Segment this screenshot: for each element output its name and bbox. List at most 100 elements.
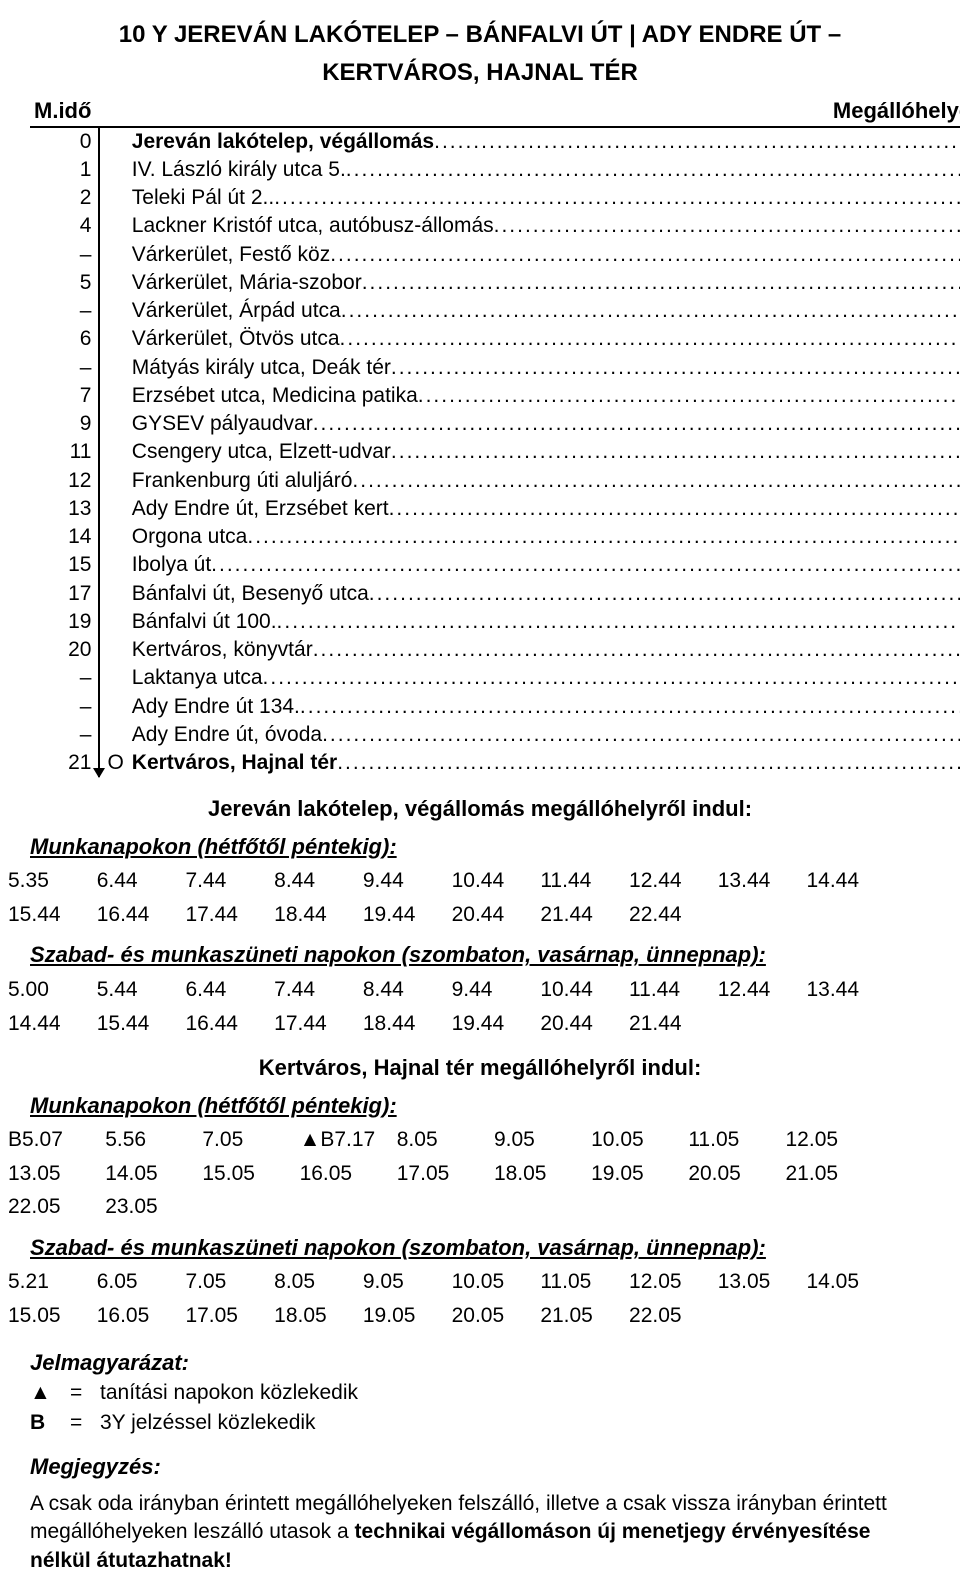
departure-time: 17.05 [397,1157,490,1191]
stop-mark-left [103,636,127,664]
route-line-down [95,325,103,353]
leader-dots [322,722,960,748]
departure-time: 9.05 [363,1265,448,1299]
stop-name-cell: Várkerület, Ötvös utca [128,325,960,353]
route-line-down [95,354,103,382]
sched1-weekend-times: 5.005.446.447.448.449.4410.4411.4412.441… [8,973,940,1040]
route-line-down [95,693,103,721]
departure-time: 7.05 [202,1123,295,1157]
departure-time: 19.05 [591,1157,684,1191]
stop-row: 17Bánfalvi út, Besenyő utca– [30,580,960,608]
departure-time: 22.05 [8,1190,101,1224]
departure-time: 14.05 [806,1265,891,1299]
departure-time: 14.05 [105,1157,198,1191]
stop-row: –Várkerület, Festő köz17 [30,241,960,269]
stop-name-cell: Teleki Pál út 2.. [128,184,960,212]
departure-time: B5.07 [8,1123,101,1157]
stop-name: Ady Endre út 134. [132,694,300,720]
departure-time: 21.05 [540,1299,625,1333]
stop-row: 15Ibolya út6 [30,551,960,579]
stop-time-left: – [30,354,95,382]
stop-name-cell: Várkerület, Festő köz [128,241,960,269]
stop-row: 5Várkerület, Mária-szobor– [30,269,960,297]
route-line-down [95,580,103,608]
leader-dots [330,242,960,268]
route-line-down [95,749,103,777]
stop-row: 11Csengery utca, Elzett-udvar10 [30,438,960,466]
sched2-label-weekend: Szabad- és munkaszüneti napokon (szombat… [30,1234,930,1262]
route-line-down [95,721,103,749]
route-line-down [95,212,103,240]
route-line-down [95,664,103,692]
departure-time: 19.44 [363,898,448,932]
stop-name-cell: Várkerület, Mária-szobor [128,269,960,297]
stop-name: Ibolya út [132,552,211,578]
stop-row: 9GYSEV pályaudvar11 [30,410,960,438]
stop-mark-left [103,693,127,721]
leader-dots [247,524,960,550]
stop-time-left: 15 [30,551,95,579]
departure-time: 22.44 [629,898,714,932]
route-line-down [95,636,103,664]
departure-time: 14.44 [8,1007,93,1041]
stop-mark-left [103,127,127,156]
leader-dots [494,213,960,239]
route-line-down [95,127,103,156]
stop-name-cell: Kertváros, könyvtár [128,636,960,664]
leader-dots [341,298,960,324]
stop-name-cell: Frankenburg úti aluljáró [128,467,960,495]
section2-title: Kertváros, Hajnal tér megállóhelyről ind… [30,1054,930,1082]
legend-title: Jelmagyarázat: [30,1349,930,1377]
route-line-down [95,523,103,551]
departure-time: 9.44 [363,864,448,898]
stop-time-left: – [30,664,95,692]
stop-name-cell: Mátyás király utca, Deák tér [128,354,960,382]
legend-text: 3Y jelzéssel közlekedik [100,1410,316,1436]
stop-time-left: – [30,241,95,269]
stop-mark-left [103,325,127,353]
leader-dots [391,355,960,381]
stop-name: Várkerület, Árpád utca [132,298,341,324]
stop-row: 13Ady Endre út, Erzsébet kert8 [30,495,960,523]
stop-row: 7Erzsébet utca, Medicina patika– [30,382,960,410]
stop-time-left: 7 [30,382,95,410]
stop-name-cell: Erzsébet utca, Medicina patika [128,382,960,410]
departure-time: 9.44 [452,973,537,1007]
departure-time: 5.21 [8,1265,93,1299]
stop-name: Ady Endre út, Erzsébet kert [132,496,389,522]
route-line-down [95,297,103,325]
stop-mark-left [103,608,127,636]
stop-name-cell: Csengery utca, Elzett-udvar [128,438,960,466]
stop-row: 20Kertváros, könyvtár– [30,636,960,664]
stop-mark-left [103,241,127,269]
stop-name: Jereván lakótelep, végállomás [132,129,434,155]
stop-mark-left [103,438,127,466]
departure-time: 8.44 [363,973,448,1007]
stop-name: Ady Endre út, óvoda [132,722,322,748]
leader-dots [418,383,960,409]
stop-name-cell: Ady Endre út, óvoda [128,721,960,749]
stop-name-cell: Kertváros, Hajnal tér [128,749,960,777]
stop-name: Várkerület, Ötvös utca [132,326,340,352]
route-line-down [95,608,103,636]
departure-time: 10.44 [452,864,537,898]
stop-time-left: 4 [30,212,95,240]
leader-dots [434,129,960,155]
departure-time: 19.44 [452,1007,537,1041]
departure-time: 12.05 [786,1123,879,1157]
stop-name: Várkerület, Mária-szobor [132,270,362,296]
departure-time: 16.44 [185,1007,270,1041]
stop-name: Bánfalvi út 100. [132,609,277,635]
stop-time-left: 19 [30,608,95,636]
leader-dots [391,439,960,465]
stop-time-left: 0 [30,127,95,156]
departure-time: 19.05 [363,1299,448,1333]
stop-name-cell: GYSEV pályaudvar [128,410,960,438]
departure-time: 16.44 [97,898,182,932]
stop-row: 21OKertváros, Hajnal tér0 [30,749,960,777]
stop-time-left: 20 [30,636,95,664]
stop-mark-left [103,156,127,184]
leader-dots [346,157,960,183]
sched1-label-work: Munkanapokon (hétfőtől péntekig): [30,833,930,861]
departure-time: 21.44 [540,898,625,932]
